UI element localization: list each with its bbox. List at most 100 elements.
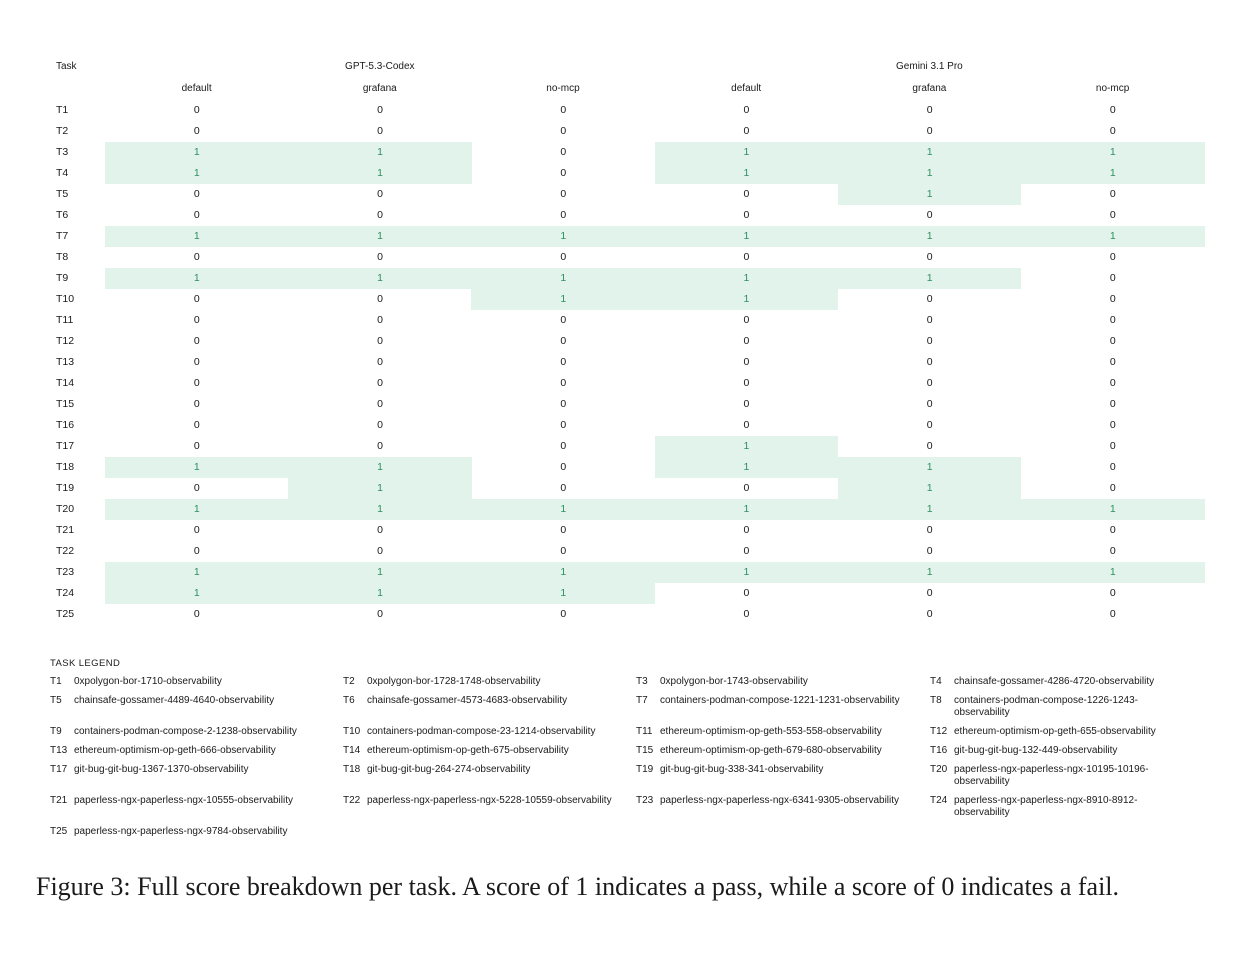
score-cell: 1 [471, 561, 656, 583]
legend-id: T23 [636, 795, 654, 806]
score-cell: 0 [560, 439, 567, 452]
score-cell: 1 [837, 561, 1022, 583]
score-cell: 0 [377, 397, 383, 410]
score-cell: 0 [193, 187, 200, 200]
legend-item: T1 0xpolygon-bor-1710-observability [50, 676, 343, 688]
score-cell: 1 [105, 141, 289, 163]
score-cell: 1 [654, 498, 839, 520]
legend-id: T4 [930, 676, 942, 687]
score-cell: 0 [1109, 544, 1116, 557]
score-cell: 0 [560, 481, 567, 494]
legend-id: T1 [50, 676, 62, 687]
score-cell: 1 [837, 477, 1022, 499]
task-label: T16 [56, 418, 75, 431]
score-cell: 0 [193, 439, 200, 452]
score-cell: 1 [105, 267, 289, 289]
legend-id: T3 [636, 676, 648, 687]
legend-item: T19 git-bug-git-bug-338-341-observability [636, 764, 930, 788]
legend-item: T8 containers-podman-compose-1226-1243-ob… [930, 695, 1210, 719]
score-cell: 1 [288, 225, 472, 247]
score-cell: 1 [654, 561, 839, 583]
score-cell: 1 [837, 225, 1022, 247]
task-label: T3 [56, 145, 69, 158]
legend-id: T7 [636, 695, 648, 706]
legend-item: T20 paperless-ngx-paperless-ngx-10195-101… [930, 764, 1210, 788]
legend-title: TASK LEGEND [50, 658, 121, 669]
score-cell: 0 [377, 355, 383, 368]
legend-item: T14 ethereum-optimism-op-geth-675-observa… [343, 745, 636, 757]
column-header: grafana [362, 83, 397, 94]
score-cell: 0 [1109, 355, 1116, 368]
legend-item: T6 chainsafe-gossamer-4573-4683-observabi… [343, 695, 636, 719]
task-label: T24 [56, 586, 75, 599]
legend-id: T17 [50, 764, 68, 775]
score-cell: 0 [743, 124, 750, 137]
legend-item: T24 paperless-ngx-paperless-ngx-8910-8912… [930, 795, 1210, 819]
score-cell: 0 [193, 523, 200, 536]
score-cell: 0 [560, 376, 567, 389]
task-label: T6 [56, 208, 69, 221]
score-cell: 0 [1109, 376, 1116, 389]
score-cell: 0 [560, 544, 567, 557]
legend-name: chainsafe-gossamer-4286-4720-observabili… [954, 676, 1155, 687]
score-cell: 0 [1109, 418, 1116, 431]
score-cell: 0 [1109, 334, 1116, 347]
score-cell: 0 [1109, 523, 1116, 536]
score-cell: 0 [743, 481, 750, 494]
score-cell: 0 [560, 250, 567, 263]
legend-item: T11 ethereum-optimism-op-geth-553-558-obs… [636, 726, 930, 738]
score-cell: 0 [193, 208, 200, 221]
score-cell: 1 [105, 498, 289, 520]
score-cell: 1 [837, 456, 1022, 478]
legend-item: T22 paperless-ngx-paperless-ngx-5228-1055… [343, 795, 636, 819]
score-cell: 0 [377, 523, 383, 536]
legend-id: T6 [343, 695, 355, 706]
score-cell: 0 [926, 544, 933, 557]
task-label: T13 [56, 355, 75, 368]
score-cell: 0 [926, 439, 933, 452]
legend-name: git-bug-git-bug-132-449-observability [954, 745, 1118, 756]
score-cell: 0 [743, 313, 750, 326]
legend-name: 0xpolygon-bor-1743-observability [660, 676, 808, 687]
legend-id: T20 [930, 764, 948, 775]
task-legend: T1 0xpolygon-bor-1710-observability T2 0xpo… [50, 676, 1230, 838]
score-cell: 0 [560, 166, 567, 179]
score-cell: 1 [654, 225, 839, 247]
score-cell: 0 [926, 124, 933, 137]
task-label: T23 [56, 565, 75, 578]
legend-id: T5 [50, 695, 62, 706]
task-label: T20 [56, 502, 75, 515]
task-label: T22 [56, 544, 75, 557]
score-cell: 0 [193, 481, 200, 494]
score-cell: 1 [105, 162, 289, 184]
column-header: default [181, 83, 212, 94]
score-cell: 0 [1109, 292, 1116, 305]
legend-name: ethereum-optimism-op-geth-666-observabil… [74, 745, 276, 756]
column-header: default [731, 83, 762, 94]
legend-id: T8 [930, 695, 942, 706]
score-cell: 1 [288, 582, 472, 604]
score-cell: 0 [743, 607, 750, 620]
score-cell: 0 [743, 250, 750, 263]
score-cell: 0 [1109, 607, 1116, 620]
score-cell: 1 [654, 288, 839, 310]
task-label: T5 [56, 187, 69, 200]
task-label: T10 [56, 292, 75, 305]
score-table: Task GPT-5.3-Codex Gemini 3.1 Pro default gr… [56, 61, 1205, 620]
group-header: Gemini 3.1 Pro [896, 61, 963, 72]
score-cell: 0 [377, 334, 383, 347]
score-cell: 0 [1109, 250, 1116, 263]
score-cell: 0 [926, 418, 933, 431]
legend-item: T17 git-bug-git-bug-1367-1370-observabili… [50, 764, 343, 788]
task-label: T4 [56, 166, 69, 179]
score-cell: 0 [560, 460, 567, 473]
score-cell: 1 [471, 267, 656, 289]
legend-name: ethereum-optimism-op-geth-655-observabil… [954, 726, 1156, 737]
score-cell: 1 [1021, 162, 1205, 184]
score-cell: 1 [1021, 561, 1205, 583]
legend-item: T9 containers-podman-compose-2-1238-obser… [50, 726, 343, 738]
score-cell: 0 [926, 313, 933, 326]
legend-id: T25 [50, 826, 68, 837]
score-cell: 0 [560, 334, 567, 347]
